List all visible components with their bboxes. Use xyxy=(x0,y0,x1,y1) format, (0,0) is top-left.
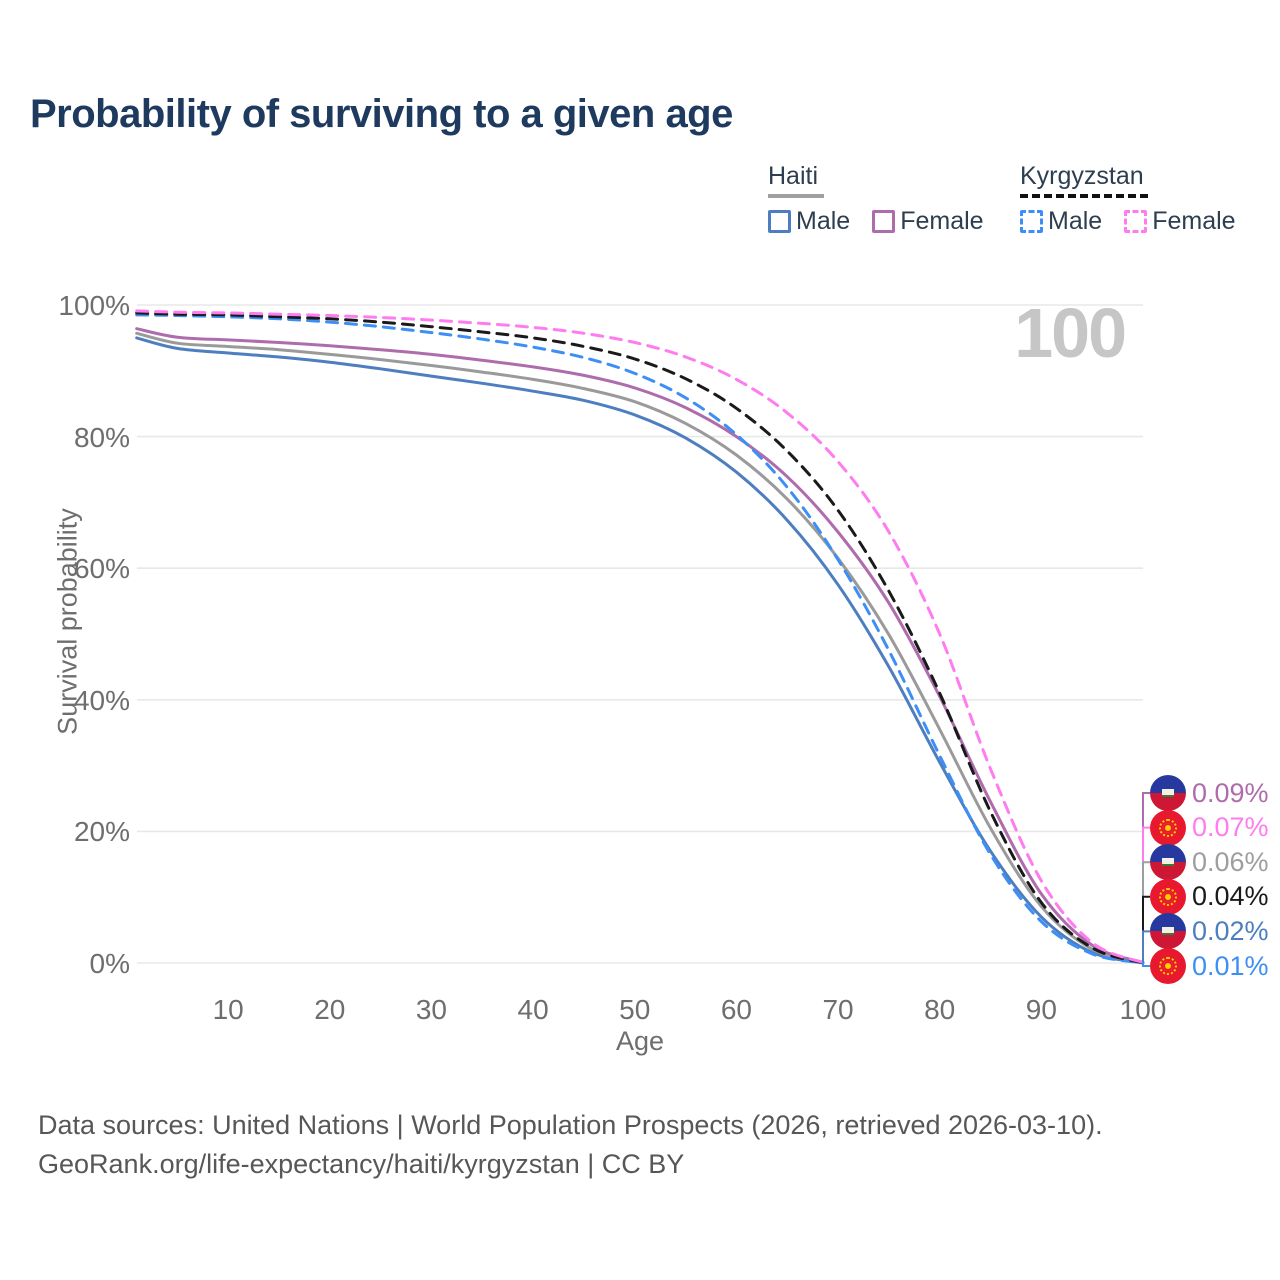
x-tick-label: 50 xyxy=(619,994,651,1025)
end-label-value: 0.01% xyxy=(1192,950,1269,981)
end-label-value: 0.02% xyxy=(1192,915,1269,946)
end-label-kyrgyzstan-male: 0.01% xyxy=(1150,947,1269,985)
leader-line xyxy=(1142,792,1150,963)
legend-group-haiti: Haiti Male Female xyxy=(768,162,984,236)
end-label-value: 0.09% xyxy=(1192,777,1269,808)
kyrgyzstan-female-swatch-icon xyxy=(1124,210,1148,233)
haiti-line-style-sample xyxy=(768,194,824,198)
x-axis-title: Age xyxy=(615,1026,665,1056)
age-watermark: 100 xyxy=(1014,294,1127,372)
x-tick-label: 90 xyxy=(1025,994,1057,1025)
y-tick-label: 0% xyxy=(89,948,130,979)
series-line-haiti-both-sexes xyxy=(135,331,1145,965)
leader-line xyxy=(1142,895,1150,963)
end-label-haiti-female: 0.09% xyxy=(1150,774,1269,812)
haiti-male-swatch-icon xyxy=(768,210,791,233)
leader-line xyxy=(1142,826,1150,963)
legend-country-haiti: Haiti xyxy=(768,162,819,190)
legend-country-kyrgyzstan: Kyrgyzstan xyxy=(1020,162,1144,190)
legend-item-haiti-female[interactable]: Female xyxy=(872,207,984,236)
legend-item-label: Male xyxy=(796,207,851,235)
footer: Data sources: United Nations | World Pop… xyxy=(38,1106,1103,1184)
series-line-kyrgyzstan-male xyxy=(135,313,1145,965)
page-title: Probability of surviving to a given age xyxy=(30,92,733,136)
haiti-flag-icon xyxy=(1150,844,1186,881)
x-tick-label: 60 xyxy=(720,994,752,1025)
kyrgyzstan-flag-icon xyxy=(1150,878,1186,915)
legend-item-label: Female xyxy=(1152,207,1236,235)
data-sources-line: Data sources: United Nations | World Pop… xyxy=(38,1110,1103,1140)
x-tick-label: 10 xyxy=(212,994,244,1025)
kyrgyzstan-flag-icon xyxy=(1150,809,1186,846)
y-tick-label: 40% xyxy=(73,684,130,716)
legend-item-label: Male xyxy=(1048,207,1103,235)
y-tick-label: 80% xyxy=(73,421,130,453)
leader-line xyxy=(1142,962,1150,967)
x-tick-label: 40 xyxy=(517,994,549,1025)
kyrgyzstan-flag-icon xyxy=(1150,948,1186,984)
legend-item-haiti-male[interactable]: Male xyxy=(768,207,850,236)
end-label-kyrgyzstan-female: 0.07% xyxy=(1150,809,1269,847)
x-tick-label: 30 xyxy=(415,994,448,1025)
legend-item-kyrgyzstan-male[interactable]: Male xyxy=(1020,207,1102,236)
series-line-haiti-female xyxy=(135,327,1145,964)
end-label-haiti-male: 0.02% xyxy=(1150,912,1269,950)
legend-group-kyrgyzstan: Kyrgyzstan Male Female xyxy=(1020,162,1236,236)
y-tick-label: 60% xyxy=(73,553,130,585)
legend-item-label: Female xyxy=(900,207,984,235)
end-label-value: 0.06% xyxy=(1192,846,1269,877)
series-line-kyrgyzstan-both-sexes xyxy=(135,311,1145,965)
x-tick-label: 100 xyxy=(1119,994,1167,1025)
kyrgyzstan-line-style-sample xyxy=(1020,194,1148,198)
kyrgyzstan-male-swatch-icon xyxy=(1020,210,1043,233)
x-tick-label: 80 xyxy=(924,994,956,1025)
leader-line xyxy=(1142,861,1150,963)
end-label-haiti-both-sexes: 0.06% xyxy=(1150,843,1269,881)
haiti-flag-icon xyxy=(1150,913,1186,950)
haiti-female-swatch-icon xyxy=(872,210,896,233)
haiti-flag-icon xyxy=(1150,775,1186,811)
end-label-kyrgyzstan-both-sexes: 0.04% xyxy=(1150,878,1269,916)
end-label-value: 0.07% xyxy=(1192,812,1269,843)
y-tick-label: 100% xyxy=(58,290,130,321)
legend-item-kyrgyzstan-female[interactable]: Female xyxy=(1124,207,1236,236)
x-tick-label: 70 xyxy=(822,994,854,1025)
series-line-haiti-male xyxy=(135,336,1145,965)
series-line-kyrgyzstan-female xyxy=(135,309,1145,964)
y-tick-label: 20% xyxy=(73,816,130,848)
x-tick-label: 20 xyxy=(314,994,346,1025)
leader-line xyxy=(1142,930,1150,963)
attribution-line: GeoRank.org/life-expectancy/haiti/kyrgyz… xyxy=(38,1149,685,1180)
end-label-value: 0.04% xyxy=(1192,881,1269,912)
